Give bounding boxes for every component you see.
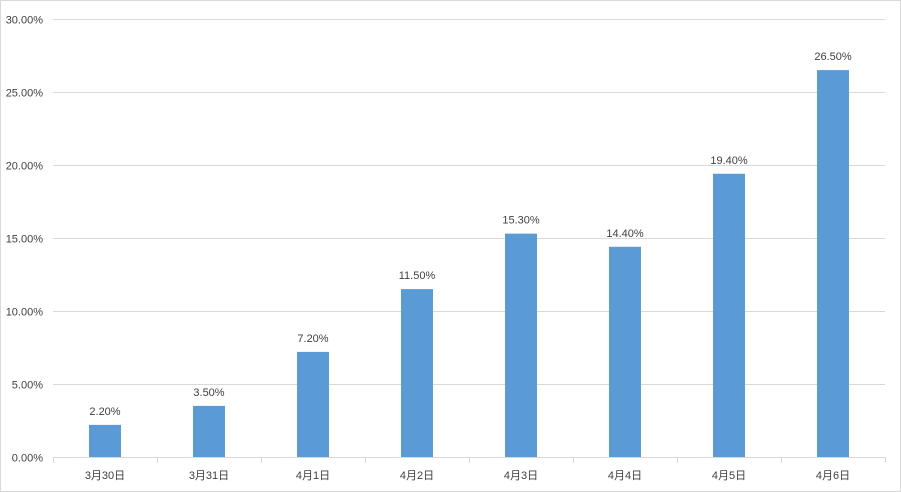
bar — [193, 405, 225, 457]
data-label: 2.20% — [89, 406, 120, 418]
bar — [297, 351, 329, 457]
bar — [609, 246, 641, 457]
y-tick-label: 10.00% — [6, 307, 44, 319]
y-tick-label: 0.00% — [12, 453, 43, 465]
data-labels: 2.20% 3.50% 7.20% 11.50% 15.30% 14.40% 19.40% 2… — [89, 51, 851, 418]
x-tick-label: 3月30日 — [85, 470, 125, 482]
bar — [505, 233, 537, 457]
y-tick-label: 5.00% — [12, 380, 43, 392]
y-tick-label: 30.00% — [6, 15, 44, 27]
gridlines — [53, 19, 885, 385]
data-label: 19.40% — [710, 155, 748, 167]
bar — [713, 173, 745, 457]
data-label: 3.50% — [193, 387, 224, 399]
bar — [89, 424, 121, 457]
x-tick-label: 4月6日 — [816, 470, 850, 482]
data-label: 11.50% — [399, 270, 436, 282]
x-axis: 3月30日 3月31日 4月1日 4月2日 4月3日 4月4日 4月5日 4月6日 — [53, 457, 886, 482]
y-tick-label: 15.00% — [6, 234, 44, 246]
data-label: 14.40% — [606, 228, 644, 240]
x-tick-label: 4月5日 — [712, 470, 746, 482]
x-tick-label: 4月2日 — [400, 470, 434, 482]
bars — [89, 70, 849, 457]
x-tick-label: 4月1日 — [296, 470, 330, 482]
x-tick-label: 4月3日 — [504, 470, 538, 482]
bar — [817, 70, 849, 457]
y-axis-tick-labels: 0.00% 5.00% 10.00% 15.00% 20.00% 25.00% 30.00% — [6, 15, 44, 465]
x-tick-label: 3月31日 — [189, 470, 229, 482]
data-label: 7.20% — [297, 333, 328, 345]
data-label: 15.30% — [502, 215, 540, 227]
x-tick-label: 4月4日 — [608, 470, 642, 482]
data-label: 26.50% — [814, 51, 852, 63]
y-tick-label: 20.00% — [6, 161, 44, 173]
bar — [401, 289, 433, 457]
y-tick-label: 25.00% — [6, 88, 44, 100]
